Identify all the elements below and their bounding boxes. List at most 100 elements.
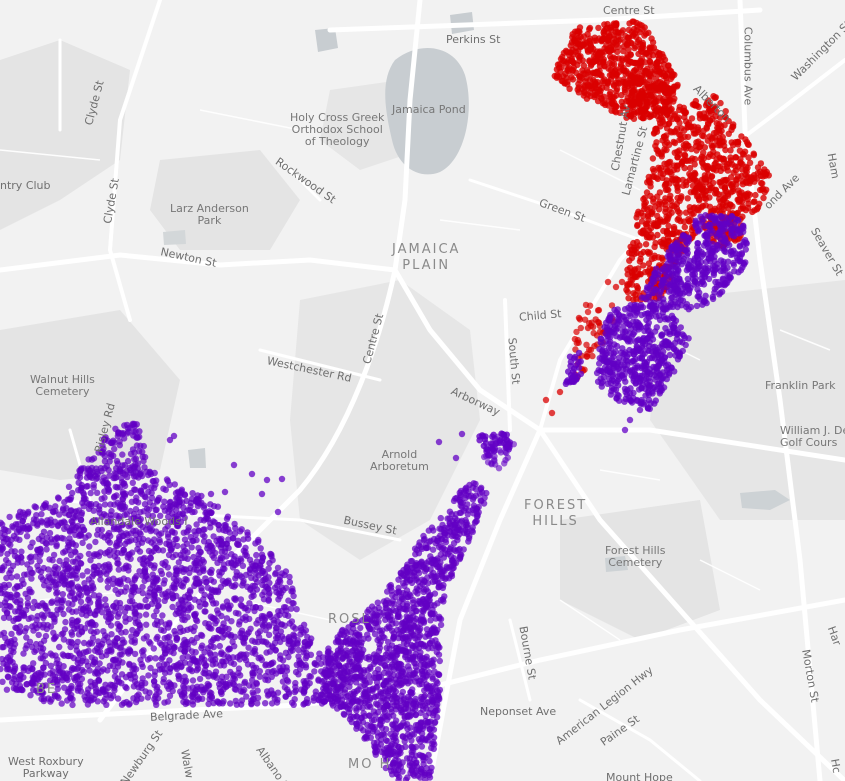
data-point [85,596,92,604]
data-point [678,261,685,268]
data-point [657,286,665,293]
data-point [289,587,296,595]
data-point [706,194,713,201]
data-point [575,80,582,88]
data-point [307,673,314,680]
data-point [58,700,65,707]
data-point [669,87,676,94]
data-point [23,681,30,688]
data-point [652,350,659,357]
data-point [265,622,273,629]
data-point [754,204,762,211]
data-point [46,583,53,590]
data-point [599,378,607,385]
data-point [638,311,645,319]
data-point [644,323,651,330]
data-point [583,341,590,348]
data-point [181,673,188,680]
data-point [639,93,647,100]
data-point [11,665,19,672]
data-point [721,178,728,185]
data-point [646,70,653,77]
data-point [646,405,653,413]
data-point [708,173,715,181]
data-point [60,549,67,556]
data-point [639,39,646,47]
data-point [135,587,142,594]
data-point [188,667,196,675]
data-point [653,139,660,146]
data-point [706,246,713,253]
data-point [650,130,658,137]
data-point [635,324,642,331]
data-point [570,355,578,362]
data-point [140,457,147,465]
data-point [742,136,749,143]
data-point [661,306,668,313]
data-point [649,155,657,162]
data-point [758,186,765,193]
data-point [632,380,639,387]
data-point [5,581,13,589]
data-point [696,262,703,270]
data-point [162,590,169,597]
data-point [697,181,704,188]
data-point [76,684,83,691]
data-point [85,456,92,463]
data-point [150,645,157,652]
data-point [119,479,126,486]
data-point [166,657,173,664]
data-point [586,302,594,309]
data-point [41,582,48,589]
data-point [672,291,680,298]
data-point [249,604,256,611]
data-point [17,553,25,561]
data-point [108,451,115,458]
data-point [52,563,59,571]
data-point [685,238,692,245]
data-point [576,24,584,31]
data-point [77,517,85,524]
data-point [652,107,659,115]
data-point [130,527,137,534]
data-point [684,195,691,202]
data-point [80,605,87,612]
data-point [664,186,671,193]
data-point [257,545,264,552]
water-body [605,556,628,572]
data-point [674,194,681,202]
data-point [218,548,225,556]
data-point [612,379,620,387]
data-point [573,328,580,336]
data-point [71,596,78,603]
data-point [242,548,249,556]
data-point [719,231,726,238]
data-point [118,549,125,557]
data-point [230,660,238,668]
data-point [206,593,214,600]
data-point [643,49,650,57]
data-point [703,269,710,276]
data-point [610,82,618,90]
data-point [285,689,292,696]
data-point [143,621,150,628]
data-point [596,62,604,70]
data-point [646,382,653,390]
data-point [653,313,660,320]
data-point [674,330,681,337]
data-point [172,536,179,543]
data-point [631,246,638,254]
data-point [148,494,156,502]
data-point [687,303,695,311]
data-point [41,502,48,509]
data-point [633,65,640,73]
park-area [560,500,720,640]
data-point [577,43,584,51]
data-point [604,359,611,366]
data-point [669,70,676,78]
data-point [665,222,672,230]
data-point [231,672,238,680]
data-point [164,646,171,653]
data-point [217,678,224,685]
